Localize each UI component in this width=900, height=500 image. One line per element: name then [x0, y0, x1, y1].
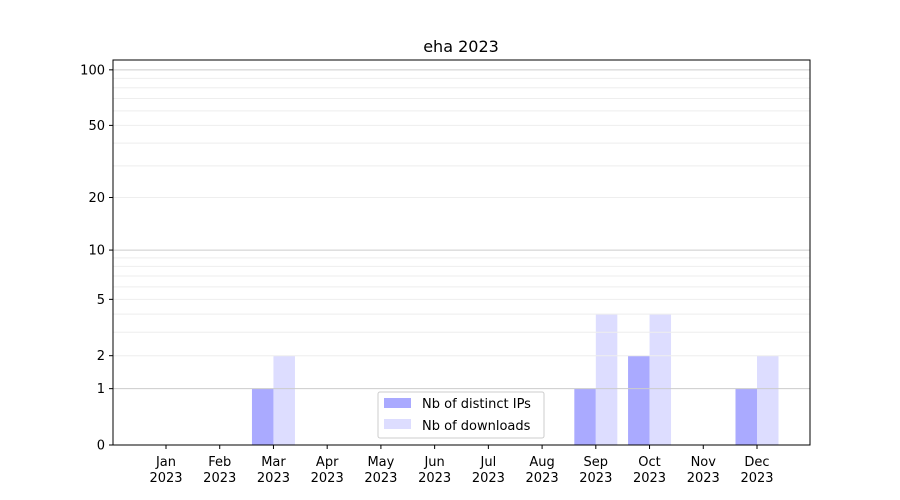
x-tick-label: Feb: [208, 455, 231, 470]
plot-frame: [112, 59, 811, 446]
y-tick-label: 10: [88, 244, 105, 259]
x-tick-label-year: 2023: [149, 471, 182, 486]
bar-downloads: [757, 355, 779, 445]
y-tick-label: 50: [88, 119, 105, 134]
x-tick-label-year: 2023: [364, 471, 397, 486]
x-tick-label-year: 2023: [472, 471, 505, 486]
y-tick-label: 100: [80, 63, 105, 78]
legend-swatch-ips: [384, 398, 411, 408]
x-tick-label: Oct: [638, 455, 660, 470]
x-tick-label-year: 2023: [526, 471, 559, 486]
x-tick-label-year: 2023: [418, 471, 451, 486]
y-tick-label: 0: [97, 439, 105, 454]
legend: Nb of distinct IPs Nb of downloads: [377, 391, 545, 439]
x-tick-label: Aug: [529, 455, 554, 470]
legend-label-downloads: Nb of downloads: [422, 419, 531, 434]
x-tick-label: Nov: [691, 455, 717, 470]
x-tick-label: May: [367, 455, 394, 470]
bar-ips: [735, 388, 757, 445]
x-tick-label-year: 2023: [740, 471, 773, 486]
x-tick-label-year: 2023: [633, 471, 666, 486]
chart-title: eha 2023: [423, 37, 499, 56]
x-tick-label: Jan: [155, 455, 176, 470]
bar-ips: [574, 388, 596, 445]
legend-swatch-downloads: [384, 419, 411, 429]
x-tick-label-year: 2023: [257, 471, 290, 486]
bar-ips: [628, 355, 650, 445]
bar-downloads: [595, 314, 618, 445]
y-tick-label: 20: [88, 191, 105, 206]
bar-downloads: [649, 314, 672, 445]
bar-downloads: [273, 355, 295, 445]
bar-ips: [251, 388, 274, 445]
x-tick-label: Dec: [744, 455, 769, 470]
legend-label-ips: Nb of distinct IPs: [422, 397, 531, 412]
x-tick-label-year: 2023: [203, 471, 236, 486]
x-tick-label: Jul: [480, 455, 497, 470]
x-tick-label-year: 2023: [687, 471, 720, 486]
x-tick-label: Sep: [584, 455, 609, 470]
y-tick-label: 5: [97, 293, 105, 308]
x-tick-label: Jun: [423, 455, 444, 470]
x-tick-label: Mar: [261, 455, 286, 470]
y-tick-label: 2: [97, 349, 105, 364]
y-tick-label: 1: [97, 382, 105, 397]
x-tick-label: Apr: [316, 455, 339, 470]
x-tick-label-year: 2023: [311, 471, 344, 486]
x-tick-label-year: 2023: [579, 471, 612, 486]
